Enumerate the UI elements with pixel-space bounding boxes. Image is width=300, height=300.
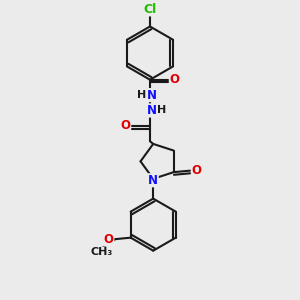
Text: H: H xyxy=(136,90,146,100)
Text: O: O xyxy=(120,119,130,132)
Text: N: N xyxy=(146,104,157,117)
Text: N: N xyxy=(146,88,157,102)
Text: H: H xyxy=(157,106,166,116)
Text: CH₃: CH₃ xyxy=(90,247,112,257)
Text: O: O xyxy=(191,164,202,177)
Text: O: O xyxy=(104,232,114,246)
Text: Cl: Cl xyxy=(143,3,157,16)
Text: O: O xyxy=(170,73,180,86)
Text: N: N xyxy=(148,174,158,187)
